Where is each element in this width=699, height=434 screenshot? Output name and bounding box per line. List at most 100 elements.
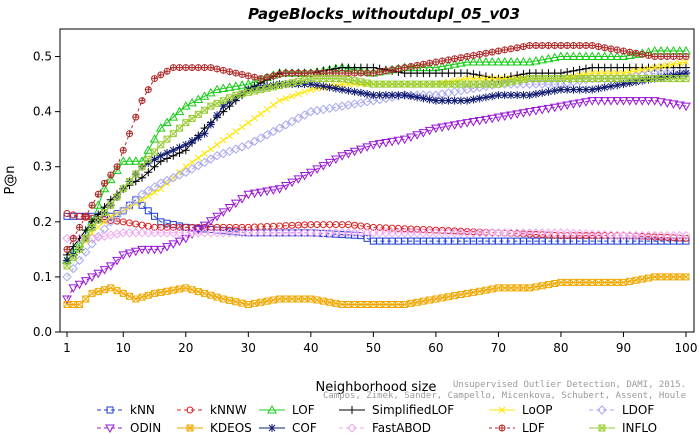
- data-point-LDF-56: [407, 63, 415, 70]
- data-point-LoOP-9: [113, 210, 121, 217]
- data-point-LoOP-70: [495, 75, 502, 82]
- legend-item-SimplifiedLOF: SimplifiedLOF: [339, 403, 454, 417]
- data-point-LDF-9: [113, 163, 121, 171]
- data-point-FastABOD-66: [468, 228, 479, 238]
- data-point-ODIN-27: [224, 203, 235, 213]
- data-point-LDF-59: [426, 59, 434, 67]
- data-point-LDOF-33: [262, 130, 272, 140]
- data-point-COF-32: [256, 83, 265, 92]
- data-point-LOF-10: [118, 156, 129, 165]
- data-point-ODIN-64: [456, 120, 466, 129]
- data-point-ODIN-48: [356, 145, 366, 155]
- data-point-KDEOS-5: [88, 289, 96, 297]
- data-point-LDF-31: [251, 73, 259, 81]
- data-point-INFLO-17: [163, 135, 171, 143]
- data-point-INFLO-27: [226, 94, 234, 102]
- data-point-LoOP-25: [213, 141, 221, 149]
- data-point-LDF-20: [182, 64, 190, 71]
- data-point-COF-18: [169, 146, 178, 155]
- data-point-LDF-35: [276, 71, 284, 78]
- data-point-KDEOS-18: [169, 286, 177, 294]
- x-tick-label-3: 30: [241, 341, 256, 355]
- data-point-COF-43: [325, 83, 334, 92]
- data-point-kNNW-1: [63, 210, 71, 218]
- data-point-LDF-32: [257, 75, 265, 83]
- data-point-ODIN-13: [137, 245, 147, 255]
- data-point-ODIN-93: [637, 97, 648, 106]
- data-point-LOF-83: [574, 51, 585, 61]
- data-point-LoOP-40: [307, 86, 315, 93]
- data-point-FastABOD-15: [149, 228, 160, 238]
- data-point-LDOF-75: [524, 79, 535, 89]
- data-point-FastABOD-53: [387, 228, 397, 238]
- data-point-LDF-78: [544, 42, 552, 49]
- data-point-LDF-54: [394, 65, 402, 73]
- data-point-ODIN-46: [343, 150, 354, 159]
- data-point-KDEOS-12: [132, 295, 140, 303]
- data-point-FastABOD-3: [74, 233, 85, 244]
- data-point-FastABOD-48: [356, 228, 366, 238]
- data-point-ODIN-40: [305, 168, 316, 178]
- data-point-LOF-63: [449, 59, 460, 68]
- data-point-LOF-86: [593, 51, 604, 61]
- data-point-ODIN-67: [474, 116, 485, 126]
- data-point-COF-81: [563, 85, 572, 94]
- data-point-ODIN-22: [193, 226, 204, 235]
- data-point-ODIN-16: [155, 245, 166, 255]
- data-point-KDEOS-31: [251, 299, 259, 307]
- x-tick-label-0: 1: [63, 341, 71, 355]
- data-point-KDEOS-57: [413, 298, 421, 306]
- data-point-ODIN-49: [362, 143, 372, 152]
- data-point-INFLO-12: [132, 170, 140, 178]
- data-point-LDF-27: [226, 68, 234, 76]
- credit-text: Unsupervised Outlier Detection, DAMI, 20…: [323, 380, 686, 401]
- data-point-ODIN-58: [418, 129, 429, 138]
- data-point-LOF-11: [124, 156, 135, 165]
- data-point-ODIN-30: [243, 190, 254, 200]
- data-point-KDEOS-22: [194, 288, 202, 296]
- data-point-FastABOD-37: [287, 228, 297, 238]
- data-point-LoOP-17: [163, 179, 171, 187]
- legend-item-KDEOS: KDEOS: [177, 421, 252, 434]
- data-point-FastABOD-92: [631, 230, 641, 241]
- data-point-LDF-98: [669, 53, 677, 60]
- data-point-LOF-15: [149, 134, 160, 143]
- data-point-INFLO-18: [169, 130, 177, 138]
- data-point-ODIN-11: [124, 249, 135, 259]
- data-point-LDF-49: [363, 69, 371, 77]
- data-point-KDEOS-6: [94, 288, 102, 296]
- data-point-LDOF-37: [287, 116, 297, 127]
- data-point-LoOP-8: [107, 212, 115, 220]
- legend-label-FastABOD: FastABOD: [372, 421, 431, 434]
- data-point-LOF-28: [230, 81, 241, 90]
- data-point-FastABOD-76: [531, 228, 541, 238]
- data-point-LoOP-68: [482, 75, 490, 82]
- data-point-LDF-63: [451, 55, 459, 63]
- data-point-LoOP-32: [257, 110, 265, 118]
- data-point-LoOP-35: [276, 97, 283, 104]
- data-point-LOF-81: [562, 51, 573, 61]
- legend-marker-INFLO: [598, 424, 606, 432]
- data-point-FastABOD-18: [168, 228, 179, 238]
- data-point-LDF-73: [513, 44, 521, 52]
- data-point-ODIN-6: [93, 269, 104, 279]
- data-point-INFLO-25: [213, 99, 221, 107]
- data-point-LDF-12: [132, 113, 140, 121]
- data-point-FastABOD-60: [431, 228, 441, 238]
- data-point-LoOP-23: [201, 150, 208, 157]
- data-point-INFLO-26: [219, 97, 227, 105]
- data-point-LOF-69: [487, 57, 498, 66]
- data-point-INFLO-3: [76, 245, 84, 253]
- data-point-COF-48: [356, 88, 365, 97]
- data-point-INFLO-5: [88, 223, 96, 231]
- data-point-LDF-90: [619, 47, 627, 55]
- data-point-LDOF-13: [137, 189, 147, 199]
- data-point-LDF-55: [401, 64, 409, 71]
- data-point-FastABOD-85: [587, 229, 597, 239]
- data-point-FastABOD-84: [581, 229, 591, 239]
- data-point-KDEOS-4: [82, 295, 90, 303]
- legend-item-COF: COF: [259, 421, 317, 434]
- data-point-LoOP-24: [207, 145, 215, 153]
- data-point-KDEOS-10: [119, 289, 127, 297]
- data-point-LOF-80: [556, 51, 566, 61]
